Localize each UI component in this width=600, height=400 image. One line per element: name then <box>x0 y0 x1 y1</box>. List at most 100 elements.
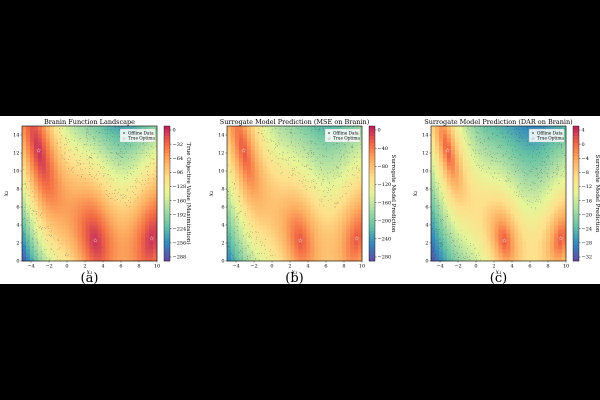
heatmap-cell <box>474 169 479 174</box>
heatmap-cell <box>246 237 252 242</box>
heatmap-cell <box>482 173 487 178</box>
heatmap-cell <box>322 145 327 151</box>
heatmap-cell <box>334 189 339 194</box>
heatmap-cell <box>438 173 444 178</box>
data-point <box>48 228 50 229</box>
heatmap-cell <box>342 157 347 163</box>
heatmap-cell <box>41 197 47 202</box>
heatmap-cell <box>442 153 448 159</box>
data-point <box>25 183 26 184</box>
heatmap-cell <box>246 161 252 167</box>
heatmap-cell <box>227 145 232 151</box>
heatmap-cell <box>258 217 264 222</box>
heatmap-cell <box>57 197 63 202</box>
heatmap-cell <box>57 133 63 139</box>
data-point <box>49 234 50 236</box>
heatmap-cell <box>330 237 335 242</box>
data-point <box>114 190 116 191</box>
heatmap-cell <box>470 153 475 159</box>
heatmap-cell <box>41 165 47 170</box>
data-point <box>491 156 493 157</box>
heatmap-cell <box>57 189 63 194</box>
heatmap-cell <box>22 153 27 159</box>
heatmap-cell <box>338 153 343 159</box>
heatmap-cell <box>486 173 491 178</box>
heatmap-cell <box>322 205 327 210</box>
data-point <box>116 178 118 179</box>
data-point <box>128 158 129 159</box>
heatmap-cell <box>93 153 98 159</box>
heatmap-cell <box>133 209 138 214</box>
heatmap-cell <box>65 217 70 222</box>
heatmap-cell <box>550 126 555 131</box>
heatmap-cell <box>125 153 130 159</box>
data-point <box>248 244 249 246</box>
heatmap-cell <box>93 133 98 139</box>
data-point <box>327 192 329 193</box>
heatmap-cell <box>558 165 563 170</box>
heatmap-cell <box>431 173 436 178</box>
heatmap-cell <box>290 245 295 250</box>
heatmap-cell <box>462 237 468 242</box>
heatmap-cell <box>246 213 252 218</box>
heatmap-cell <box>446 197 452 202</box>
colorbar-segment <box>369 136 375 140</box>
heatmap-cell <box>486 185 491 190</box>
heatmap-cell <box>101 173 106 178</box>
data-point <box>112 132 113 134</box>
data-point <box>443 242 445 243</box>
heatmap-cell <box>25 237 31 242</box>
heatmap-cell <box>262 141 268 147</box>
heatmap-cell <box>482 253 487 258</box>
data-point <box>291 129 292 131</box>
colorbar-segment <box>164 166 170 171</box>
heatmap-cell <box>41 169 47 174</box>
heatmap-cell <box>117 169 122 174</box>
heatmap-cell <box>65 237 70 242</box>
data-point <box>103 166 104 168</box>
data-point <box>279 132 281 134</box>
heatmap-cell <box>29 229 35 234</box>
heatmap-cell <box>266 257 271 262</box>
heatmap-cell <box>29 205 35 210</box>
heatmap-cell <box>474 153 479 159</box>
x-tick-label: 4 <box>306 264 309 270</box>
heatmap-cell <box>526 201 531 206</box>
heatmap-cell <box>294 185 299 190</box>
heatmap-cell <box>37 173 43 178</box>
heatmap-cell <box>238 205 244 210</box>
data-point <box>107 137 109 139</box>
heatmap-cell <box>306 257 311 262</box>
heatmap-cell <box>446 237 452 242</box>
data-point <box>322 179 324 180</box>
heatmap-cell <box>486 193 491 198</box>
heatmap-cell <box>133 217 138 222</box>
heatmap-cell <box>510 161 515 167</box>
data-point <box>65 140 67 142</box>
heatmap-cell <box>65 201 70 206</box>
heatmap-cell <box>238 189 244 194</box>
heatmap-cell <box>546 245 551 250</box>
heatmap-cell <box>270 245 275 250</box>
heatmap-cell <box>73 233 78 238</box>
heatmap-cell <box>49 241 55 246</box>
heatmap-cell <box>266 241 271 246</box>
heatmap-cell <box>286 237 291 242</box>
data-point <box>37 254 39 255</box>
heatmap-cell <box>538 221 543 226</box>
data-point <box>81 176 83 178</box>
data-point <box>518 170 520 172</box>
heatmap-cell <box>57 245 63 250</box>
heatmap-cell <box>278 165 283 170</box>
heatmap-cell <box>57 149 63 155</box>
heatmap-cell <box>350 225 355 230</box>
heatmap-cell <box>145 185 150 190</box>
data-point <box>278 135 280 137</box>
heatmap-cell <box>270 145 275 151</box>
heatmap-cell <box>534 165 539 170</box>
data-point <box>444 216 446 218</box>
colorbar-segment <box>369 207 375 211</box>
heatmap-cell <box>97 173 102 178</box>
heatmap-cell <box>526 177 531 182</box>
data-point <box>94 177 95 178</box>
